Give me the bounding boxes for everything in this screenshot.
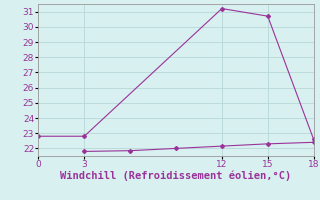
- X-axis label: Windchill (Refroidissement éolien,°C): Windchill (Refroidissement éolien,°C): [60, 171, 292, 181]
